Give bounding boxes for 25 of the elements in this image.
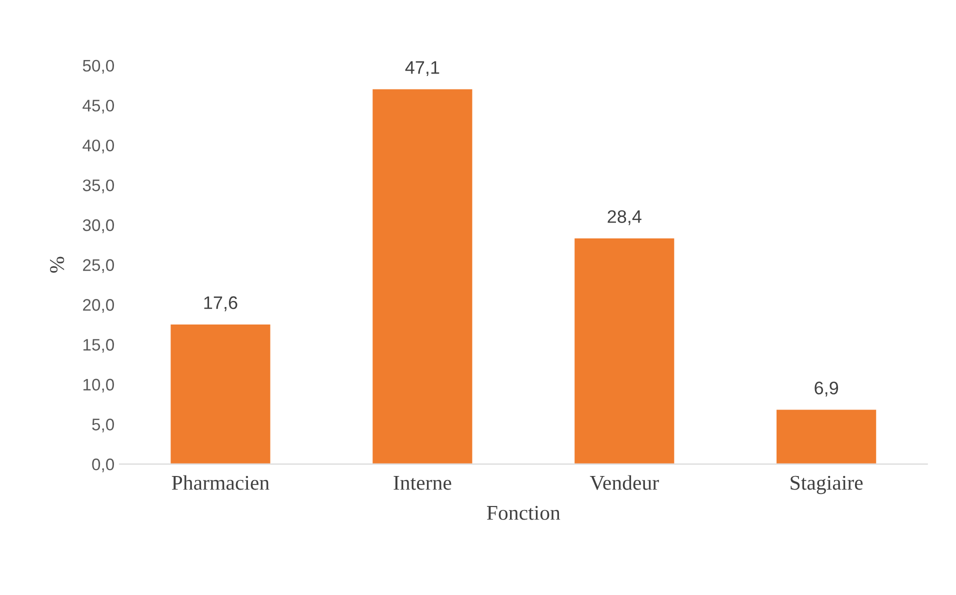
x-tick-label: Stagiaire (790, 476, 863, 494)
y-tick-label: 35,0 (82, 179, 114, 194)
x-tick-label: Vendeur (590, 475, 659, 490)
bar (169, 323, 272, 464)
y-tick-label: 10,0 (83, 378, 114, 393)
bar (775, 408, 878, 464)
y-axis-title: % (50, 256, 64, 273)
y-tick-label: 30,0 (82, 219, 114, 234)
y-tick-label: 25,0 (83, 259, 114, 273)
bar (573, 236, 676, 464)
x-axis-title: Fonction (486, 506, 560, 520)
data-label: 6,9 (814, 382, 838, 397)
y-tick-label: 20,0 (83, 299, 114, 313)
y-tick-label: 50,0 (82, 60, 114, 74)
data-label: 17,6 (204, 296, 238, 312)
data-label: 47,1 (405, 61, 440, 76)
y-tick-label: 15,0 (83, 338, 114, 353)
y-tick-label: 45,0 (82, 100, 114, 114)
bar (371, 88, 474, 464)
y-tick-label: 40,0 (82, 140, 114, 154)
data-label: 28,4 (608, 210, 642, 226)
x-tick-label: Interne (394, 476, 452, 490)
y-tick-label: 0,0 (92, 458, 114, 472)
x-tick-label: Pharmacien (172, 475, 270, 490)
y-tick-label: 5,0 (92, 418, 114, 432)
